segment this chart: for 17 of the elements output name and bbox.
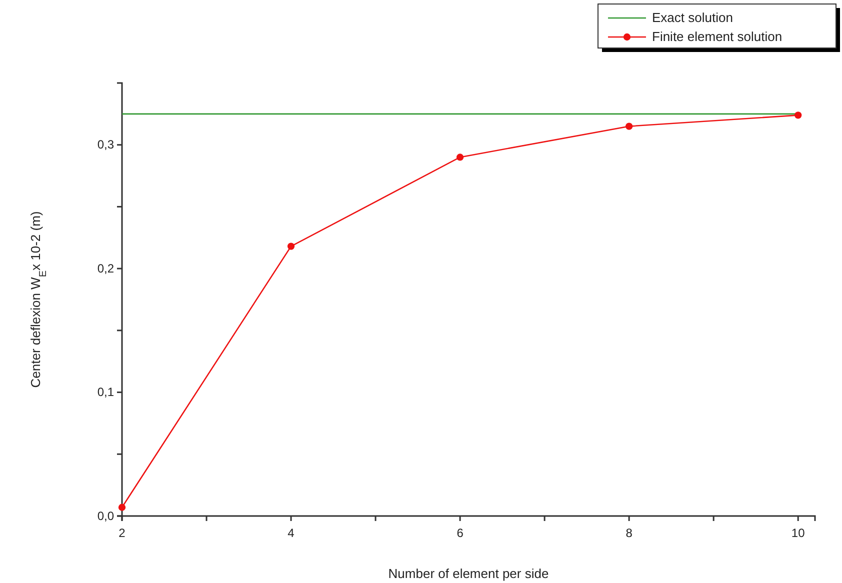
x-tick-label: 8: [626, 526, 633, 540]
point: [794, 112, 802, 119]
legend-label: Exact solution: [652, 10, 733, 25]
y-tick-label: 0,0: [97, 508, 114, 523]
y-tick-label: 0,2: [97, 261, 114, 276]
x-tick-label: 10: [791, 526, 806, 540]
x-tick-label: 4: [288, 526, 295, 540]
point: [118, 504, 126, 511]
point: [287, 242, 295, 250]
point: [626, 122, 633, 130]
y-tick-label: 0,1: [97, 385, 114, 400]
legend-label: Finite element solution: [652, 29, 782, 44]
y-tick-label: 0,3: [97, 138, 114, 152]
point: [456, 154, 464, 161]
x-axis-title: Number of element per side: [388, 566, 549, 581]
x-tick-label: 2: [118, 526, 126, 540]
x-tick-label: 6: [456, 526, 464, 540]
